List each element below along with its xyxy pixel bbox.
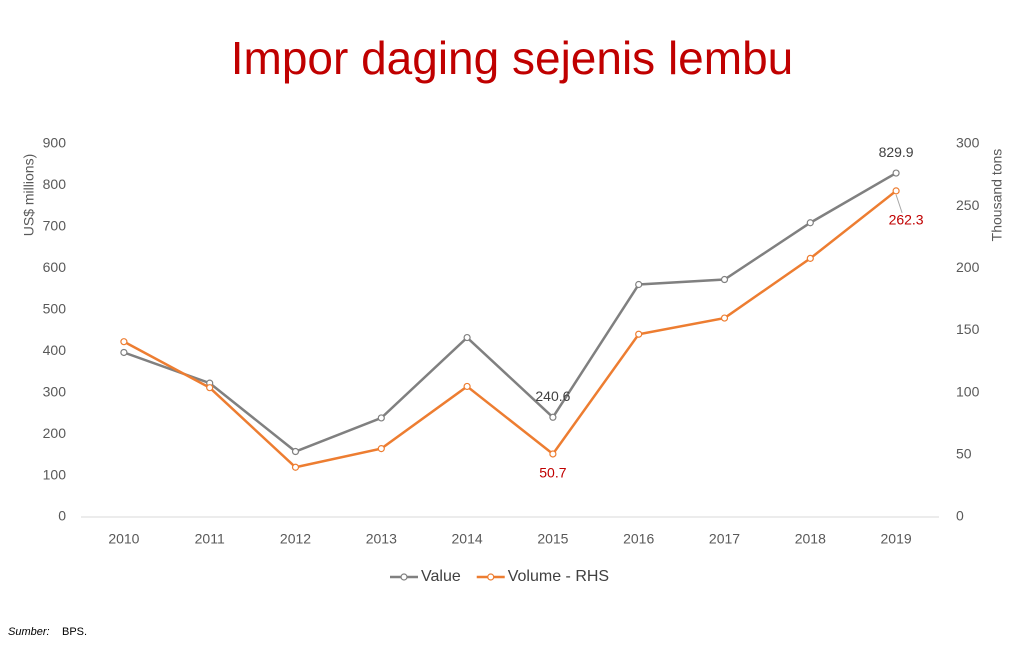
series-line [123,189,897,469]
y-tick-label: 100 [43,466,67,482]
y-tick-label: 400 [43,342,67,358]
data-label: 240.6 [535,388,570,404]
source-text: BPS. [62,626,87,638]
y2-tick-label: 200 [956,259,980,275]
y2-tick-label: 50 [956,446,972,462]
point-marker [120,338,128,346]
y-tick-label: 300 [43,383,67,399]
y-tick-label: 0 [58,508,66,524]
x-tick-label: 2019 [881,531,912,547]
data-label: 50.7 [539,465,566,481]
x-tick-label: 2015 [537,531,568,547]
x-tick-label: 2017 [709,531,740,547]
chart-title: Impor daging sejenis lembu [231,32,794,84]
y-tick-label: 500 [43,300,67,316]
point-marker [892,187,900,195]
point-marker [720,275,729,284]
point-marker [206,384,214,392]
legend-label: Volume - RHS [508,568,609,585]
point-marker [291,463,300,471]
point-marker [377,414,385,422]
leader-line [895,194,903,214]
source-label: Sumber: [8,626,50,638]
point-marker [463,382,471,391]
y-tick-label: 200 [43,425,67,441]
legend-marker [487,573,495,581]
x-tick-label: 2016 [623,531,654,547]
point-marker [120,348,128,357]
x-tick-label: 2010 [108,531,139,547]
data-label: 262.3 [889,212,924,228]
point-marker [720,314,729,322]
legend-label: Value [421,568,461,585]
point-marker [806,254,814,262]
point-marker [549,450,557,458]
y2-tick-label: 300 [956,135,980,151]
x-tick-label: 2011 [195,531,225,547]
x-tick-label: 2013 [366,531,397,547]
y2-axis-label: Thousand tons [989,149,1005,242]
point-marker [463,333,471,342]
y-tick-label: 800 [43,176,67,192]
point-marker [635,280,643,289]
point-marker [291,447,300,456]
x-tick-label: 2018 [795,531,826,547]
x-tick-label: 2012 [280,531,311,547]
point-marker [806,219,814,227]
y2-tick-label: 250 [956,197,980,213]
y-tick-label: 700 [43,218,67,234]
x-tick-label: 2014 [452,531,483,547]
point-marker [892,169,900,177]
y2-tick-label: 0 [956,508,964,524]
point-marker [377,445,385,453]
y2-tick-label: 100 [956,383,980,399]
point-marker [635,330,643,338]
legend-marker [400,573,408,581]
y-axis-label: US$ millions) [21,154,37,236]
y-tick-label: 900 [43,135,67,151]
data-label: 829.9 [879,144,914,160]
y2-tick-label: 150 [956,321,980,337]
point-marker [549,413,557,421]
y-tick-label: 600 [43,259,67,275]
series-line [123,171,897,453]
